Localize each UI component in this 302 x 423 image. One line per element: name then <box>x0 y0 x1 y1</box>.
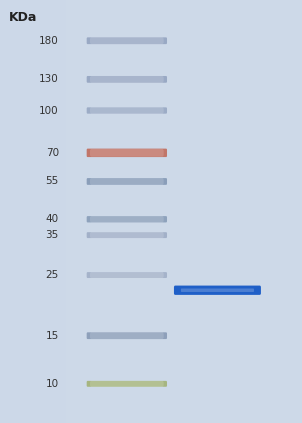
FancyBboxPatch shape <box>87 178 167 185</box>
FancyBboxPatch shape <box>174 286 261 295</box>
Text: 55: 55 <box>46 176 59 187</box>
Text: 130: 130 <box>39 74 59 84</box>
FancyBboxPatch shape <box>90 37 164 44</box>
FancyBboxPatch shape <box>87 216 167 222</box>
Text: 10: 10 <box>46 379 59 389</box>
FancyBboxPatch shape <box>87 232 167 238</box>
Text: 70: 70 <box>46 148 59 158</box>
FancyBboxPatch shape <box>90 272 164 278</box>
FancyBboxPatch shape <box>90 232 164 238</box>
Bar <box>66 0 302 423</box>
FancyBboxPatch shape <box>90 149 164 157</box>
Text: 15: 15 <box>46 331 59 341</box>
Text: 180: 180 <box>39 36 59 46</box>
FancyBboxPatch shape <box>87 107 167 114</box>
FancyBboxPatch shape <box>90 178 164 185</box>
FancyBboxPatch shape <box>87 148 167 157</box>
Text: 25: 25 <box>46 270 59 280</box>
FancyBboxPatch shape <box>181 288 254 292</box>
FancyBboxPatch shape <box>87 272 167 278</box>
FancyBboxPatch shape <box>87 381 167 387</box>
Text: 100: 100 <box>39 105 59 115</box>
Text: KDa: KDa <box>9 11 37 24</box>
Text: 35: 35 <box>46 230 59 240</box>
FancyBboxPatch shape <box>90 381 164 387</box>
FancyBboxPatch shape <box>90 216 164 222</box>
FancyBboxPatch shape <box>87 76 167 83</box>
Text: 40: 40 <box>46 214 59 224</box>
FancyBboxPatch shape <box>90 332 164 339</box>
FancyBboxPatch shape <box>87 332 167 339</box>
FancyBboxPatch shape <box>90 76 164 83</box>
FancyBboxPatch shape <box>87 37 167 44</box>
FancyBboxPatch shape <box>90 107 164 114</box>
